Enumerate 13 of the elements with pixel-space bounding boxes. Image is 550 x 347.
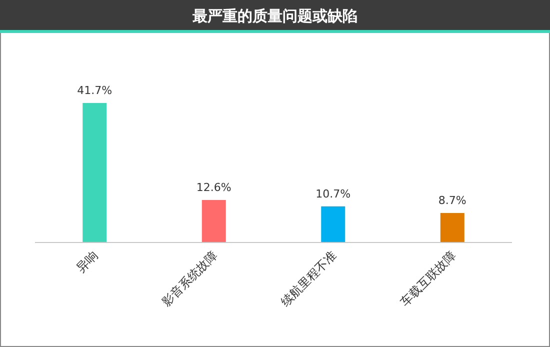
bar [440, 213, 464, 242]
data-label: 12.6% [196, 181, 232, 194]
x-tick-label: 影音系统故障 [159, 248, 220, 310]
x-tick-label: 续航里程不准 [278, 248, 340, 310]
data-label: 41.7% [77, 84, 112, 97]
bar [82, 103, 107, 242]
chart-title: 最严重的质量问题或缺陷 [192, 7, 358, 25]
bar [202, 200, 226, 242]
data-label: 8.7% [438, 194, 466, 207]
x-tick-label: 异响 [74, 248, 101, 276]
bar [321, 206, 346, 242]
data-label: 10.7% [316, 187, 351, 200]
x-tick-label: 车载互联故障 [398, 248, 458, 310]
